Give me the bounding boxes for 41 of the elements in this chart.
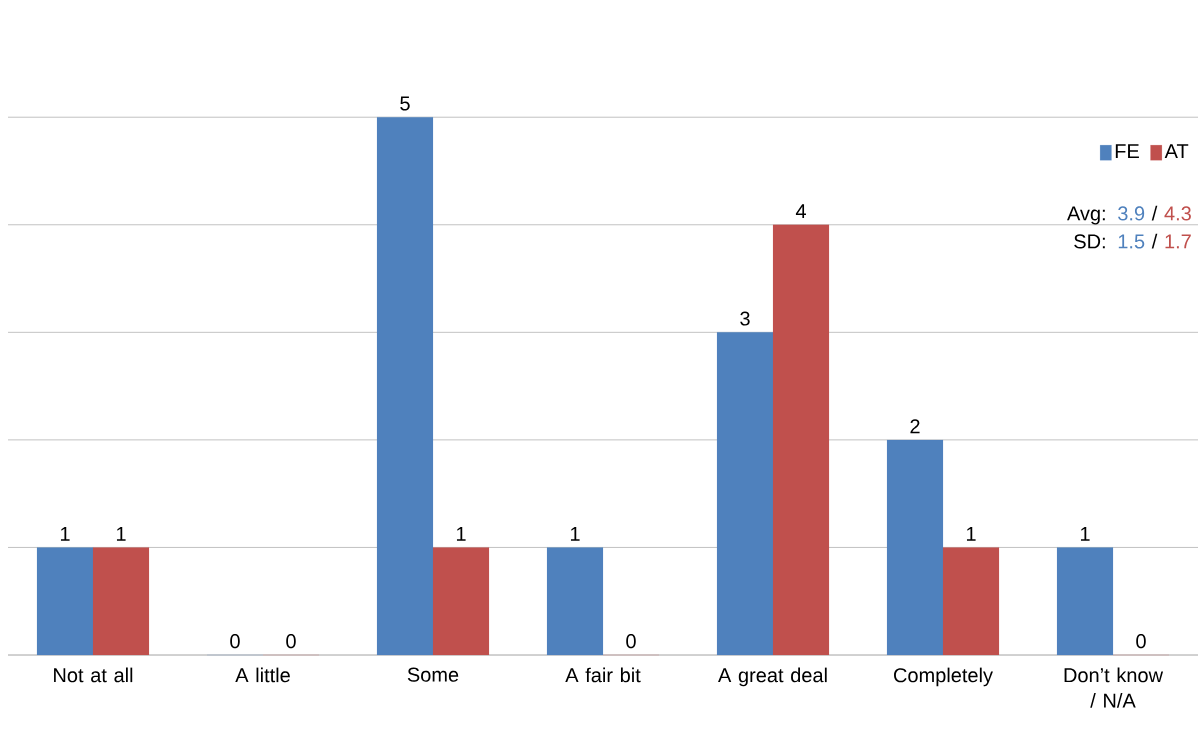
data-label: 1 (60, 526, 70, 541)
x-tick-label: Not at all (54, 667, 133, 683)
x-tick-label: A great deal (718, 667, 827, 687)
bar (772, 224, 830, 656)
bar (942, 547, 1000, 656)
x-tick-label: Don’t know / N/A (1064, 667, 1164, 708)
annotation: / (1151, 233, 1158, 249)
x-tick-label: Some (407, 667, 459, 682)
data-label: 1 (456, 526, 466, 541)
data-label: 1 (966, 526, 976, 541)
data-label: 4 (795, 204, 806, 219)
bar (886, 439, 944, 656)
annotation: SD: (1074, 234, 1105, 249)
data-label: 5 (400, 96, 410, 111)
bar (716, 332, 774, 656)
x-tick-label: A fair bit (565, 667, 641, 683)
legend-label: FE (1115, 144, 1139, 159)
data-label: 2 (910, 419, 920, 434)
annotation: Avg: (1067, 206, 1105, 225)
x-tick-label: A little (235, 667, 290, 683)
data-label: 3 (740, 311, 750, 326)
bar (376, 117, 434, 656)
bar (36, 547, 94, 656)
legend-label: AT (1164, 144, 1189, 159)
data-label: 1 (116, 526, 126, 541)
bar (1056, 547, 1114, 656)
data-label: 0 (626, 634, 636, 649)
annotation: 1.5 (1118, 234, 1145, 249)
x-tick-label: Completely (894, 667, 993, 687)
bar (546, 547, 604, 656)
data-label: 0 (230, 634, 240, 649)
data-label: 0 (286, 634, 296, 649)
data-label: 0 (1136, 634, 1146, 649)
annotation: 4.3 (1164, 206, 1191, 221)
annotation: 1.7 (1165, 234, 1191, 249)
annotation: / (1151, 205, 1158, 221)
bar (92, 547, 150, 656)
data-label: 1 (570, 526, 580, 541)
data-label: 1 (1080, 526, 1090, 541)
bar (432, 547, 490, 656)
annotation: 3.9 (1118, 206, 1145, 221)
